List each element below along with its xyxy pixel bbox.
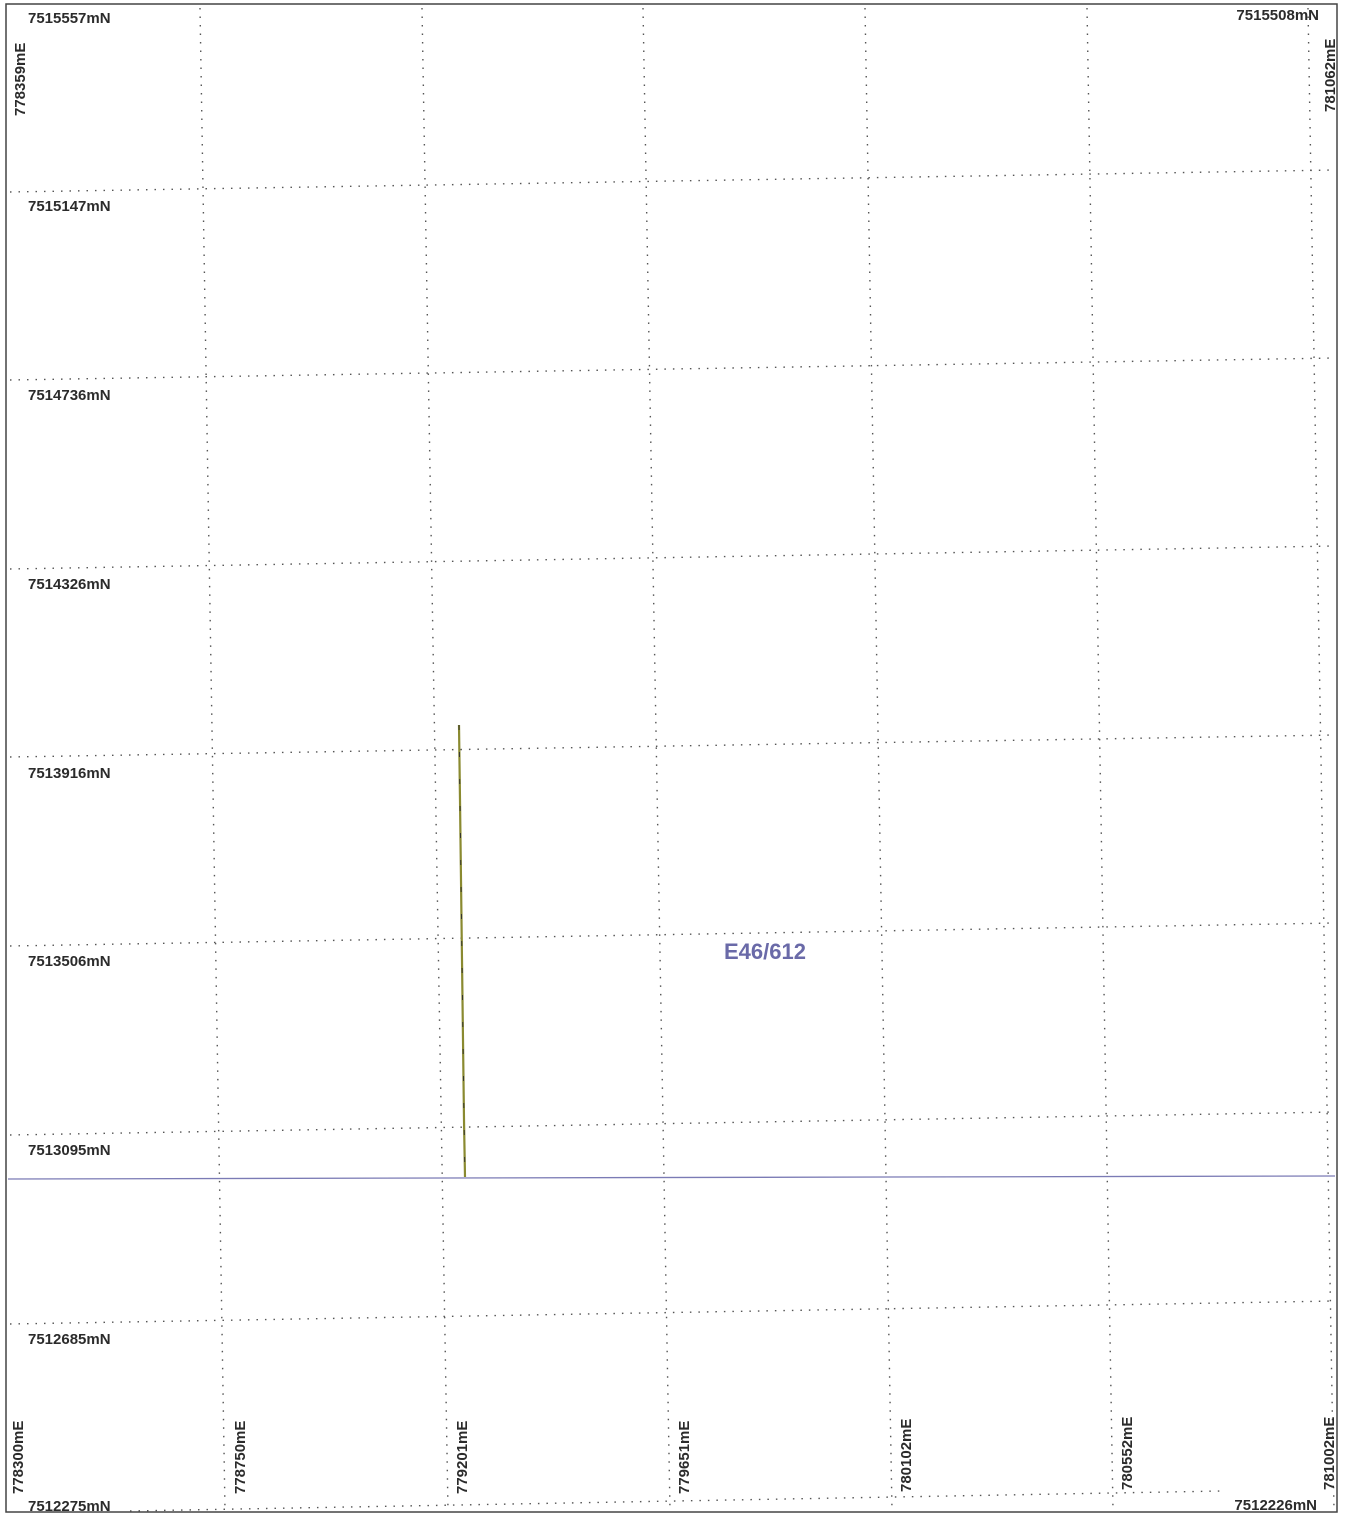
northing-label: 7514326mN [28, 576, 111, 593]
easting-label: 779651mE [676, 1421, 693, 1494]
northing-label: 7513095mN [28, 1142, 111, 1159]
tenement-boundary-line [7, 1175, 1336, 1180]
northing-grid-line [129, 1490, 1223, 1512]
northing-label: 7515147mN [28, 198, 111, 215]
northing-label-top-right: 7515508mN [1236, 7, 1319, 24]
easting-label: 781002mE [1321, 1417, 1338, 1490]
easting-label: 778750mE [232, 1421, 249, 1494]
easting-grid-line [1307, 7, 1335, 1511]
northing-label: 7513916mN [28, 765, 111, 782]
northing-grid-line [9, 734, 1336, 758]
easting-grid-line [199, 7, 226, 1511]
easting-grid-line [1086, 7, 1114, 1511]
northing-label-bottom-right: 7512226mN [1234, 1497, 1317, 1514]
traverse-line [457, 724, 467, 1178]
easting-label: 780102mE [898, 1419, 915, 1492]
northing-label: 7512275mN [28, 1498, 111, 1515]
northing-label: 7515557mN [28, 10, 111, 27]
easting-label-top-right: 781062mE [1322, 39, 1339, 112]
easting-label-top-left: 778359mE [12, 43, 29, 116]
northing-labels: 7515557mN 7515147mN 7514736mN 7514326mN … [28, 10, 111, 1515]
northing-grid-line [9, 545, 1336, 570]
easting-label: 780552mE [1119, 1417, 1136, 1490]
easting-label: 778300mE [10, 1421, 27, 1494]
northing-grid-line [9, 169, 1336, 193]
map-frame-border [5, 3, 1338, 1513]
easting-grid-lines [199, 7, 1335, 1511]
northing-grid-lines [9, 169, 1336, 1512]
easting-grid-line [642, 7, 671, 1511]
tenement-label: E46/612 [724, 939, 806, 964]
northing-label: 7513506mN [28, 953, 111, 970]
northing-grid-line [9, 1300, 1336, 1325]
northing-grid-line [9, 357, 1336, 381]
northing-label: 7514736mN [28, 387, 111, 404]
easting-grid-line [864, 7, 893, 1511]
northing-grid-line [9, 922, 1336, 947]
easting-labels-bottom: 778300mE 778750mE 779201mE 779651mE 7801… [10, 1417, 1338, 1494]
easting-grid-line [421, 7, 449, 1511]
easting-label: 779201mE [454, 1421, 471, 1494]
northing-label: 7512685mN [28, 1331, 111, 1348]
northing-grid-line [9, 1111, 1336, 1136]
